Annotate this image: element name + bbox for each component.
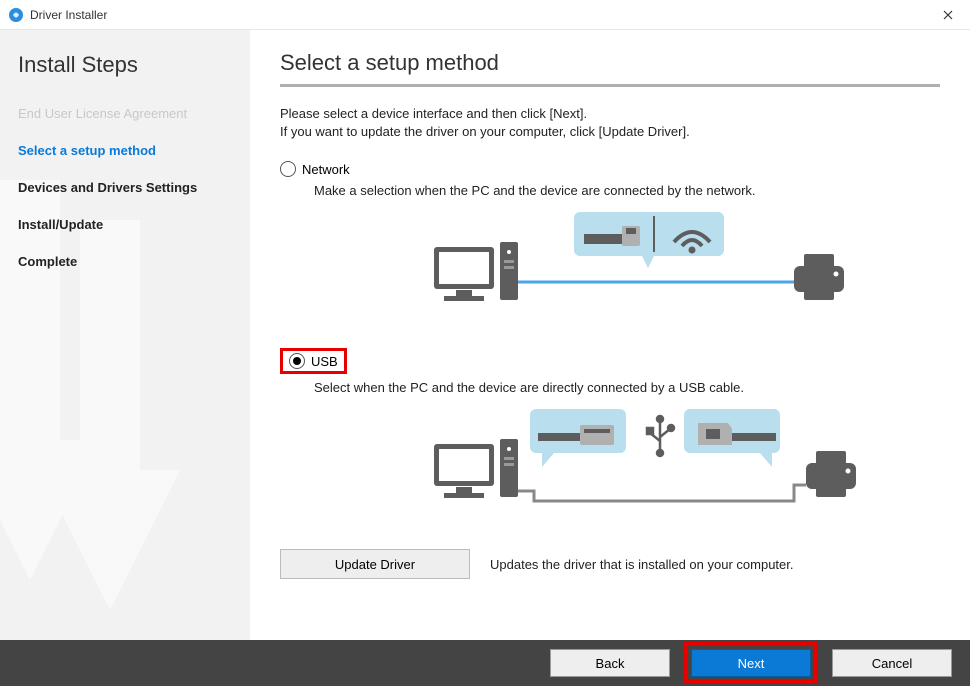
sidebar-bg-arrows (0, 180, 220, 640)
step-install-update: Install/Update (18, 217, 232, 232)
update-driver-button[interactable]: Update Driver (280, 549, 470, 579)
cancel-button[interactable]: Cancel (832, 649, 952, 677)
usb-description: Select when the PC and the device are di… (314, 380, 940, 395)
usb-illustration (314, 409, 940, 531)
window-title: Driver Installer (30, 8, 107, 22)
cancel-wrap: Cancel (832, 649, 952, 677)
step-setup-method[interactable]: Select a setup method (18, 143, 232, 158)
sidebar: Install Steps End User License Agreement… (0, 30, 250, 640)
network-label: Network (302, 162, 350, 177)
network-radio[interactable] (280, 161, 296, 177)
step-eula: End User License Agreement (18, 106, 232, 121)
step-complete: Complete (18, 254, 232, 269)
footer: Back Next Cancel (0, 640, 970, 686)
update-driver-description: Updates the driver that is installed on … (490, 557, 794, 572)
sidebar-heading: Install Steps (18, 52, 232, 78)
network-description: Make a selection when the PC and the dev… (314, 183, 940, 198)
usb-option-wrapper: USB (280, 348, 940, 374)
usb-label: USB (311, 354, 338, 369)
usb-option[interactable]: USB (280, 348, 347, 374)
app-icon (8, 7, 24, 23)
network-illustration (314, 212, 940, 334)
instructions-line1: Please select a device interface and the… (280, 105, 940, 123)
close-button[interactable] (926, 0, 970, 30)
back-wrap: Back (550, 649, 670, 677)
instructions-line2: If you want to update the driver on your… (280, 123, 940, 141)
content-panel: Select a setup method Please select a de… (250, 30, 970, 640)
next-button[interactable]: Next (691, 649, 811, 677)
instructions: Please select a device interface and the… (280, 105, 940, 141)
network-option[interactable]: Network (280, 161, 940, 177)
heading-divider (280, 84, 940, 87)
main-area: Install Steps End User License Agreement… (0, 30, 970, 640)
back-button[interactable]: Back (550, 649, 670, 677)
titlebar: Driver Installer (0, 0, 970, 30)
step-devices-drivers: Devices and Drivers Settings (18, 180, 232, 195)
next-wrap: Next (684, 642, 818, 684)
content-heading: Select a setup method (280, 50, 940, 76)
update-driver-row: Update Driver Updates the driver that is… (280, 549, 940, 579)
usb-radio[interactable] (289, 353, 305, 369)
